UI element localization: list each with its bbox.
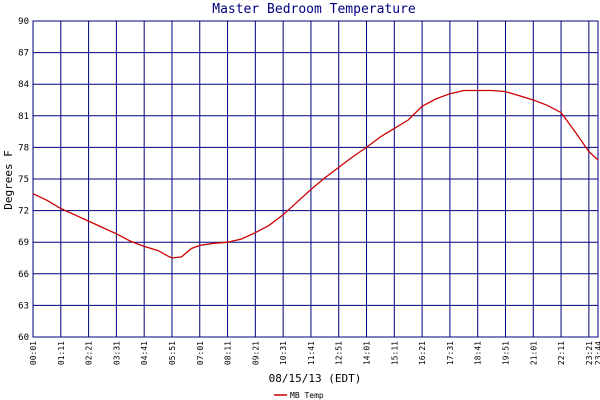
x-tick-label-19: 22:11 xyxy=(557,341,566,365)
x-tick-label-1: 01:11 xyxy=(57,341,66,365)
y-tick-labels: 60 63 66 69 72 75 78 81 84 87 90 xyxy=(18,17,29,343)
chart-title: Master Bedroom Temperature xyxy=(212,2,416,17)
x-tick-label-5: 05:51 xyxy=(168,341,177,365)
x-tick-label-9: 10:31 xyxy=(279,341,288,365)
x-tick-label-4: 04:41 xyxy=(140,341,149,365)
legend: MB Temp xyxy=(274,391,324,400)
legend-label: MB Temp xyxy=(290,391,324,400)
x-tick-label-3: 03:31 xyxy=(112,341,121,365)
x-tick-label-12: 14:01 xyxy=(363,341,372,365)
y-tick-label-63: 63 xyxy=(18,301,29,311)
y-tick-label-75: 75 xyxy=(18,175,29,185)
series-line-mb-temp xyxy=(32,89,599,259)
x-tick-label-2: 02:21 xyxy=(85,341,94,365)
x-tick-label-11: 12:51 xyxy=(335,341,344,365)
y-tick-label-84: 84 xyxy=(18,80,29,90)
x-tick-label-10: 11:41 xyxy=(307,341,316,365)
x-tick-label-16: 18:41 xyxy=(474,341,483,365)
y-tick-label-72: 72 xyxy=(18,207,29,217)
y-tick-label-90: 90 xyxy=(18,17,29,27)
x-tick-label-18: 21:01 xyxy=(529,341,538,365)
y-tick-label-60: 60 xyxy=(18,333,29,343)
x-tick-label-6: 07:01 xyxy=(196,341,205,365)
x-tick-label-8: 09:21 xyxy=(251,341,260,365)
x-tick-label-15: 17:31 xyxy=(446,341,455,365)
x-tick-label-20: 23:21 xyxy=(585,341,594,365)
x-tick-label-17: 19:51 xyxy=(501,341,510,365)
y-tick-label-66: 66 xyxy=(18,270,29,280)
grid-lines xyxy=(32,20,599,338)
y-tick-label-69: 69 xyxy=(18,238,29,248)
x-tick-label-14: 16:21 xyxy=(418,341,427,365)
y-tick-label-81: 81 xyxy=(18,112,29,122)
x-axis-label: 08/15/13 (EDT) xyxy=(269,372,362,385)
x-tick-labels: 00:01 01:11 02:21 03:31 04:41 05:51 07:01 08:11… xyxy=(29,341,600,365)
y-tick-label-87: 87 xyxy=(18,49,29,59)
x-tick-label-7: 08:11 xyxy=(224,341,233,365)
x-tick-label-0: 00:01 xyxy=(29,341,38,365)
x-tick-label-21: 23:44 xyxy=(594,341,600,365)
x-tick-label-13: 15:11 xyxy=(390,341,399,365)
y-tick-label-78: 78 xyxy=(18,143,29,153)
y-axis-label: Degrees F xyxy=(2,150,15,210)
